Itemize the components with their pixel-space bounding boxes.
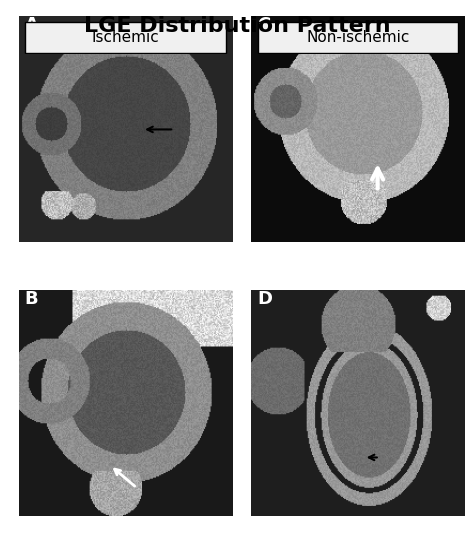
FancyBboxPatch shape [26,23,226,53]
Text: Ischemic: Ischemic [92,30,159,45]
Text: D: D [257,290,272,308]
Text: B: B [25,290,38,308]
Text: A: A [25,16,39,34]
Text: LGE Distribution Pattern: LGE Distribution Pattern [84,16,390,36]
Text: Non-ischemic: Non-ischemic [306,30,410,45]
Text: C: C [257,16,270,34]
FancyBboxPatch shape [257,23,458,53]
